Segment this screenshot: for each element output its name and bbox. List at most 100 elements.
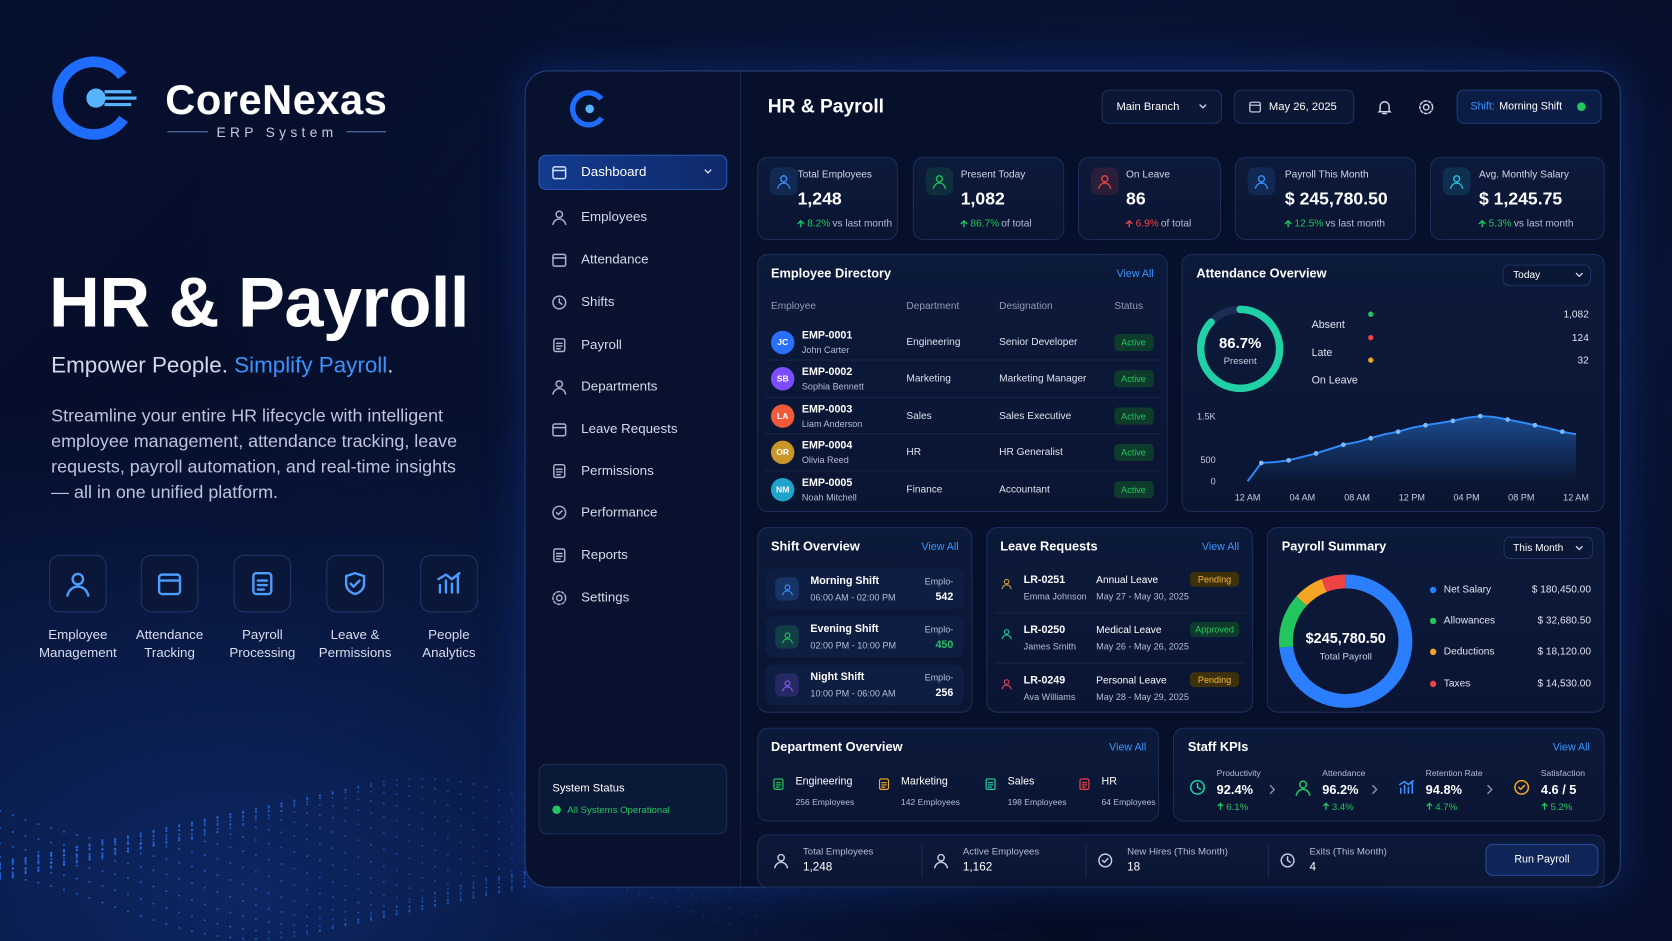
- wave-dot: [229, 911, 232, 914]
- wave-dot: [510, 875, 513, 878]
- wave-dot: [37, 823, 40, 826]
- wave-dot: [139, 832, 142, 835]
- wave-dot: [395, 896, 398, 899]
- period-select[interactable]: [1503, 536, 1594, 560]
- icon-shape: [1286, 855, 1291, 863]
- kpi-label: On Leave: [1126, 169, 1170, 181]
- legend-dot: [1368, 356, 1374, 363]
- view-all-link[interactable]: View All: [921, 541, 959, 554]
- row-divider: [765, 396, 1161, 398]
- nav-item[interactable]: Settings: [581, 589, 630, 605]
- wave-dot: [370, 917, 373, 920]
- wave-dot: [472, 885, 475, 888]
- nav-icon: [551, 505, 566, 520]
- staff-kpi-label: Attendance: [1322, 768, 1366, 779]
- view-all-link[interactable]: View All: [1552, 742, 1590, 754]
- view-all-link[interactable]: View All: [1109, 742, 1147, 754]
- date-icon: [1249, 101, 1261, 113]
- wave-dot: [433, 778, 437, 781]
- nav-item[interactable]: Departments: [581, 378, 658, 394]
- run-payroll-button[interactable]: [1485, 843, 1599, 876]
- nav-item[interactable]: Payroll: [581, 337, 622, 353]
- wave-dot: [11, 872, 14, 876]
- y-tick-label: 1.5K: [1196, 410, 1216, 422]
- wave-dot: [37, 838, 40, 841]
- staff-kpi-label: Satisfaction: [1540, 768, 1585, 779]
- employee-id: EMP-0005: [801, 477, 853, 490]
- wave-dot: [0, 826, 2, 829]
- wave-dot: [497, 886, 501, 889]
- department-overview: [757, 727, 1160, 822]
- wave-dot: [88, 852, 91, 855]
- wave-dot: [190, 850, 194, 853]
- nav-item[interactable]: Performance: [581, 504, 658, 520]
- wave-dot: [357, 786, 360, 789]
- wave-dot: [331, 816, 334, 819]
- icon-shape: [1452, 175, 1461, 183]
- designation: Senior Developer: [999, 336, 1078, 349]
- column-header: Status: [1114, 300, 1144, 313]
- nav-item[interactable]: Reports: [581, 547, 628, 563]
- icon-group: [551, 379, 566, 395]
- wave-dot: [293, 803, 296, 806]
- wave-dot: [433, 815, 437, 818]
- status-badge: [1114, 407, 1154, 425]
- wave-dot: [293, 850, 296, 853]
- avatar-initials: OR: [776, 447, 790, 458]
- icon-shape: [881, 782, 887, 788]
- wave-dot: [421, 896, 424, 899]
- wave-dot: [510, 792, 513, 795]
- wave-dot: [37, 866, 40, 869]
- wave-dot: [75, 833, 78, 837]
- wave-dot: [280, 805, 283, 808]
- icon-shape: [932, 182, 947, 189]
- run-payroll-label[interactable]: Run Payroll: [1514, 854, 1570, 866]
- date-select[interactable]: [1233, 89, 1355, 124]
- kpi-value: $ 245,780.50: [1284, 189, 1388, 209]
- nav-item[interactable]: Employees: [581, 209, 648, 225]
- wave-dot: [101, 852, 104, 855]
- chevron-shape: [704, 169, 712, 174]
- wave-dot: [446, 882, 449, 885]
- card-title: Department Overview: [770, 739, 903, 755]
- wave-dot: [459, 898, 462, 901]
- icon-group: [1514, 779, 1530, 795]
- nav-active[interactable]: [538, 154, 728, 190]
- icon-shape: [552, 337, 565, 352]
- icon-shape: [1257, 175, 1266, 183]
- kpi-arrow: [1125, 219, 1133, 228]
- nav-item[interactable]: Leave Requests: [581, 421, 678, 437]
- icon-group: [1418, 99, 1433, 114]
- wave-dot: [242, 850, 245, 853]
- status-badge: [1190, 672, 1240, 688]
- wave-dot: [741, 911, 744, 914]
- employee-id: EMP-0004: [801, 440, 853, 452]
- wave-dot: [114, 838, 117, 841]
- wave-dot: [280, 802, 283, 805]
- wave-dot: [382, 910, 385, 913]
- wave-dot: [408, 887, 411, 890]
- nav-item[interactable]: Dashboard: [581, 164, 647, 180]
- wave-dot: [357, 888, 360, 891]
- wave-dot: [229, 813, 232, 816]
- view-all-link[interactable]: View All: [1201, 541, 1240, 554]
- wave-dot: [523, 873, 526, 876]
- wave-dot: [293, 900, 296, 903]
- wave-dot: [178, 847, 181, 850]
- icon-group: [985, 778, 996, 790]
- shift-time: 06:00 AM - 02:00 PM: [810, 592, 896, 603]
- wave-dot: [497, 838, 501, 841]
- wave-dot: [318, 814, 321, 817]
- wave-dot: [203, 829, 206, 833]
- wave-dot: [382, 780, 385, 783]
- view-all-link[interactable]: View All: [1116, 268, 1154, 281]
- nav-item[interactable]: Permissions: [581, 463, 654, 478]
- icon-shape: [1422, 103, 1430, 111]
- nav-item[interactable]: Attendance: [581, 251, 649, 267]
- period-select[interactable]: [1502, 264, 1591, 286]
- wave-dot: [485, 785, 488, 788]
- wave-dot: [446, 804, 449, 807]
- icon-group: [781, 679, 793, 692]
- wave-dot: [101, 901, 104, 904]
- nav-item[interactable]: Shifts: [581, 294, 615, 310]
